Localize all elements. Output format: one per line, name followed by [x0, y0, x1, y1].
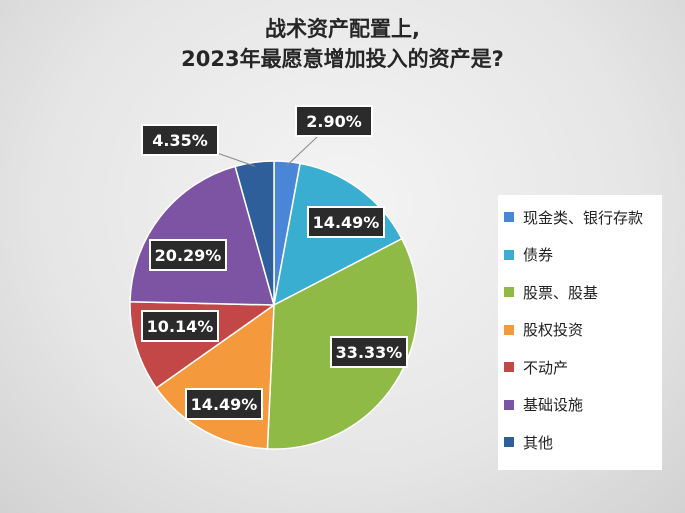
- legend-swatch: [504, 324, 514, 335]
- chart-legend: 现金类、银行存款 债券股票、股基股权投资不动产基础设施其他: [498, 195, 662, 470]
- legend-item: 股权投资: [504, 320, 583, 340]
- data-label-box: [141, 310, 219, 342]
- data-label-text: 20.29%: [155, 246, 222, 265]
- data-label-box: [307, 206, 385, 238]
- legend-swatch: [504, 287, 514, 297]
- data-label-text: 4.35%: [152, 131, 208, 150]
- data-label-text: 14.49%: [191, 395, 258, 414]
- legend-label: 现金类、银行存款: [523, 208, 644, 227]
- data-label: 4.35%: [141, 124, 219, 156]
- legend-item: 股票、股基: [504, 282, 598, 302]
- legend-swatch: [504, 437, 514, 447]
- pie-slices: [129, 160, 419, 450]
- legend-item: 基础设施: [504, 395, 583, 415]
- data-label: 14.49%: [307, 206, 385, 238]
- legend-label: 股权投资: [523, 321, 584, 339]
- legend-swatch: [504, 212, 514, 222]
- data-label-box: [141, 124, 219, 156]
- data-label: 2.90%: [295, 105, 373, 137]
- data-label-box: [185, 388, 263, 420]
- legend-swatch: [504, 399, 514, 410]
- data-label: 10.14%: [141, 310, 219, 342]
- pie-slice: [234, 160, 275, 306]
- data-label-box: [295, 105, 373, 137]
- legend-item: 不动产: [504, 357, 568, 377]
- data-label: 33.33%: [330, 336, 408, 368]
- legend-item: 现金类、银行存款: [504, 207, 643, 227]
- legend-swatch: [504, 249, 514, 260]
- data-label-text: 33.33%: [336, 343, 403, 362]
- legend-label: 其他: [523, 433, 554, 452]
- legend-item: 债券: [504, 245, 553, 265]
- legend-label: 债券: [523, 246, 554, 264]
- data-label-box: [330, 336, 408, 368]
- legend-swatch: [504, 362, 514, 372]
- chart-title: 战术资产配置上, 2023年最愿意增加投入的资产是?: [0, 14, 685, 74]
- data-label-text: 2.90%: [306, 112, 362, 131]
- data-label-text: 14.49%: [313, 213, 380, 232]
- legend-item: 其他: [504, 432, 553, 452]
- legend-label: 股票、股基: [523, 283, 599, 302]
- legend-label: 不动产: [523, 358, 569, 377]
- chart-title-line-2: 2023年最愿意增加投入的资产是?: [181, 47, 504, 71]
- legend-label: 基础设施: [523, 396, 584, 414]
- data-label-text: 10.14%: [147, 317, 214, 336]
- data-label-box: [149, 239, 227, 271]
- data-label: 20.29%: [149, 239, 227, 271]
- chart-title-line-1: 战术资产配置上,: [265, 17, 420, 41]
- data-label: 14.49%: [185, 388, 263, 420]
